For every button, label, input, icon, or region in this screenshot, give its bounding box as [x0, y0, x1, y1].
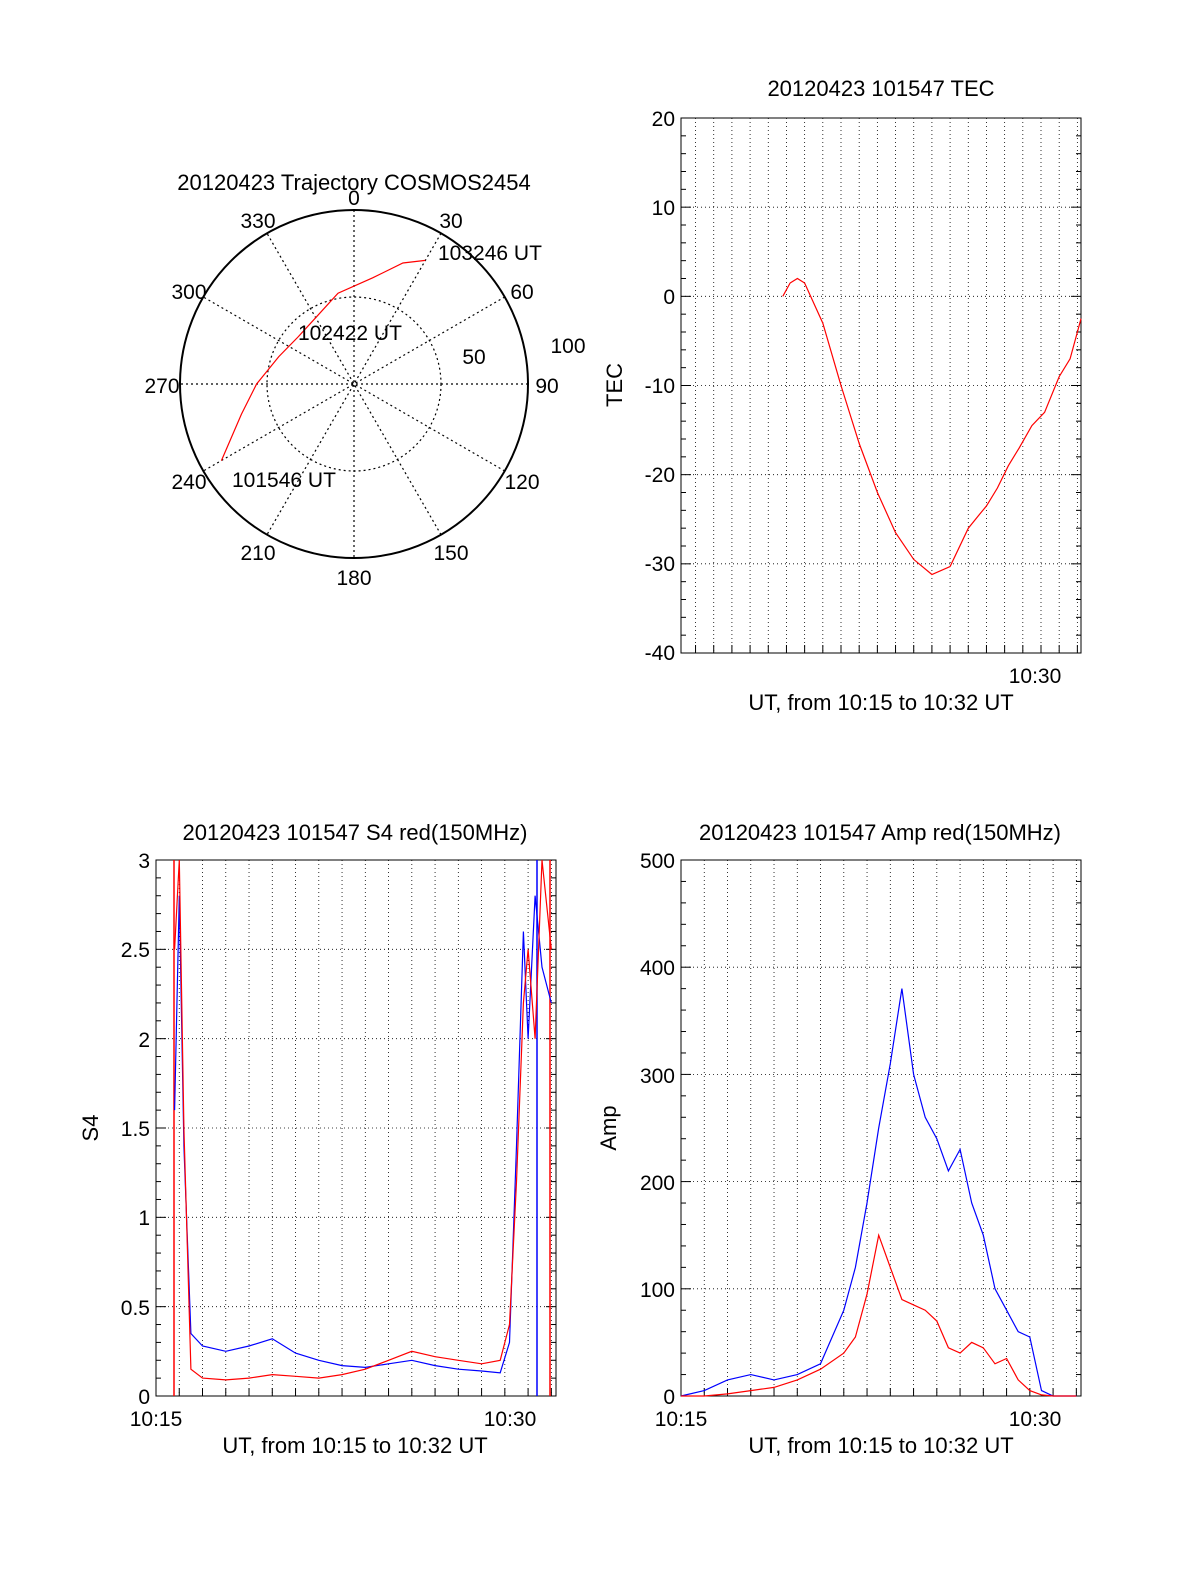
amp-xtick-1015: 10:15 — [655, 1408, 708, 1431]
amp-ylabel: Amp — [596, 1105, 621, 1150]
angle-label-330: 330 — [240, 210, 275, 233]
angle-label-270: 270 — [144, 375, 179, 398]
tec-ytick-0: 0 — [663, 286, 675, 309]
amp-panel: 20120423 101547 Amp red(150MHz) 500 400 … — [596, 820, 1082, 1458]
amp-ytick-100: 100 — [640, 1279, 675, 1302]
amp-ticks — [680, 859, 1081, 1397]
s4-ytick-0-5: 0.5 — [121, 1297, 150, 1320]
amp-series-blue-line — [680, 988, 1077, 1397]
amp-series-red-line — [681, 1232, 1077, 1397]
angle-label-150: 150 — [433, 542, 468, 565]
amp-plot-frame — [680, 859, 1082, 1397]
angle-label-180: 180 — [336, 567, 371, 590]
angle-label-60: 60 — [510, 281, 533, 304]
angle-label-300: 300 — [171, 281, 206, 304]
s4-xtick-1015: 10:15 — [130, 1408, 183, 1431]
tec-panel: 20120423 101547 TEC 20 10 0 -10 -20 -30 … — [602, 76, 1082, 715]
angle-label-90: 90 — [535, 375, 558, 398]
tec-title: 20120423 101547 TEC — [767, 76, 994, 101]
annotation-start-time: 101546 UT — [232, 469, 336, 492]
tec-grid — [681, 118, 1081, 653]
angle-label-120: 120 — [504, 471, 539, 494]
tec-ytick-minus30: -30 — [645, 553, 675, 576]
amp-ytick-0: 0 — [663, 1386, 675, 1409]
tec-ytick-minus20: -20 — [645, 464, 675, 487]
amp-xtick-1030: 10:30 — [1009, 1408, 1062, 1431]
polar-spoke-30 — [266, 233, 442, 535]
s4-ytick-1-5: 1.5 — [121, 1118, 150, 1141]
s4-ylabel: S4 — [78, 1115, 103, 1142]
polar-spoke-150 — [266, 233, 442, 535]
tec-ylabel: TEC — [602, 363, 627, 407]
s4-ytick-2-5: 2.5 — [121, 939, 150, 962]
s4-xtick-1030: 10:30 — [484, 1408, 537, 1431]
tec-series-line — [782, 277, 1082, 576]
s4-grid — [155, 860, 556, 1396]
trajectory-series-line — [220, 259, 426, 461]
s4-xlabel: UT, from 10:15 to 10:32 UT — [222, 1433, 487, 1458]
tec-xtick-1030: 10:30 — [1009, 665, 1062, 688]
amp-ytick-200: 200 — [640, 1172, 675, 1195]
s4-title: 20120423 101547 S4 red(150MHz) — [183, 820, 528, 845]
trajectory-title: 20120423 Trajectory COSMOS2454 — [177, 170, 530, 195]
s4-ytick-3: 3 — [138, 850, 150, 873]
s4-series-red-line — [174, 859, 552, 1381]
amp-title: 20120423 101547 Amp red(150MHz) — [699, 820, 1061, 845]
annotation-mid-time: 102422 UT — [298, 322, 402, 345]
trajectory-polar-panel: 20120423 Trajectory COSMOS2454 0 30 60 9… — [144, 170, 585, 590]
s4-panel: 20120423 101547 S4 red(150MHz) 3 2.5 2 1… — [78, 820, 557, 1458]
amp-ytick-400: 400 — [640, 957, 675, 980]
tec-ytick-minus10: -10 — [645, 375, 675, 398]
angle-label-30: 30 — [439, 210, 462, 233]
s4-ytick-2: 2 — [138, 1029, 150, 1052]
s4-plot-frame — [155, 859, 557, 1397]
tec-xlabel: UT, from 10:15 to 10:32 UT — [748, 690, 1013, 715]
amp-xlabel: UT, from 10:15 to 10:32 UT — [748, 1433, 1013, 1458]
tec-ytick-10: 10 — [652, 197, 675, 220]
radius-label-100: 100 — [550, 335, 585, 358]
s4-ytick-1: 1 — [138, 1207, 150, 1230]
s4-ytick-0: 0 — [138, 1386, 150, 1409]
radius-label-50: 50 — [462, 346, 485, 369]
angle-label-210: 210 — [240, 542, 275, 565]
angle-label-240: 240 — [171, 471, 206, 494]
angle-label-0: 0 — [348, 187, 360, 210]
amp-ytick-500: 500 — [640, 850, 675, 873]
annotation-end-time: 103246 UT — [438, 242, 542, 265]
polar-spokes — [180, 210, 528, 558]
tec-ytick-20: 20 — [652, 108, 675, 131]
s4-series-blue-line — [174, 895, 552, 1374]
amp-ytick-300: 300 — [640, 1065, 675, 1088]
tec-ticks — [681, 117, 1081, 654]
tec-ytick-minus40: -40 — [645, 642, 675, 665]
amp-grid — [680, 860, 1081, 1396]
tec-plot-frame — [680, 117, 1082, 654]
